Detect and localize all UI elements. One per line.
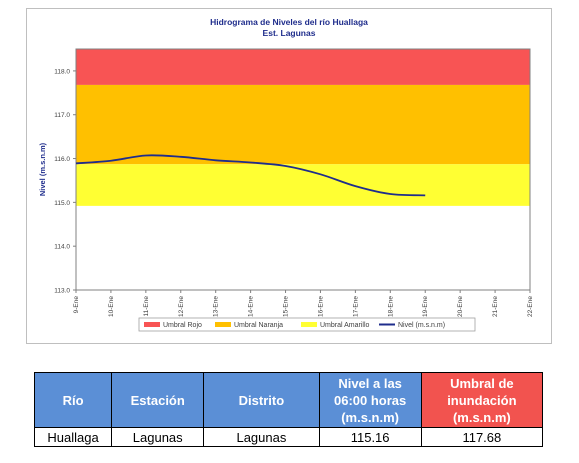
cell-estacion: Lagunas bbox=[111, 427, 205, 447]
legend-swatch bbox=[215, 322, 231, 327]
x-tick-label: 15-Ene bbox=[283, 296, 290, 317]
y-tick-label: 117.0 bbox=[54, 112, 70, 119]
table-header-row: Río Estación Distrito Nivel a las 06:00 … bbox=[33, 372, 544, 428]
y-tick-label: 116.0 bbox=[54, 156, 70, 163]
x-tick-label: 13-Ene bbox=[213, 296, 220, 317]
chart-container: Hidrograma de Niveles del río Huallaga Es… bbox=[26, 8, 552, 344]
legend-swatch bbox=[301, 322, 317, 327]
info-table: Río Estación Distrito Nivel a las 06:00 … bbox=[33, 372, 544, 447]
header-rio: Río bbox=[33, 372, 113, 428]
header-estacion: Estación bbox=[111, 372, 205, 428]
x-tick-label: 9-Ene bbox=[73, 296, 80, 314]
table-row: Huallaga Lagunas Lagunas 115.16 117.68 bbox=[33, 427, 544, 447]
x-tick-label: 10-Ene bbox=[108, 296, 115, 317]
legend-swatch bbox=[144, 322, 160, 327]
cell-rio: Huallaga bbox=[33, 427, 113, 447]
x-tick-label: 11-Ene bbox=[143, 296, 150, 317]
y-tick-label: 118.0 bbox=[54, 68, 70, 75]
legend-label: Umbral Naranja bbox=[234, 322, 283, 329]
cell-umbral: 117.68 bbox=[420, 427, 544, 447]
legend-label: Nivel (m.s.n.m) bbox=[398, 322, 445, 329]
chart-subtitle: Est. Lagunas bbox=[263, 28, 316, 38]
hydrograph-chart: Hidrograma de Niveles del río HuallagaEs… bbox=[38, 17, 534, 332]
x-tick-label: 12-Ene bbox=[178, 296, 185, 317]
chart-title: Hidrograma de Niveles del río Huallaga bbox=[210, 17, 368, 27]
x-tick-label: 14-Ene bbox=[248, 296, 255, 317]
legend-label: Umbral Amarillo bbox=[320, 322, 370, 329]
x-tick-label: 18-Ene bbox=[387, 296, 394, 317]
x-tick-label: 17-Ene bbox=[352, 296, 359, 317]
band-umbral-naranja bbox=[76, 84, 530, 165]
x-tick-label: 20-Ene bbox=[457, 296, 464, 317]
series-line-nivel bbox=[75, 154, 426, 197]
x-tick-label: 22-Ene bbox=[527, 296, 534, 317]
header-umbral: Umbral de inundación (m.s.n.m) bbox=[420, 372, 544, 428]
y-axis-label: Nivel (m.s.n.m) bbox=[38, 142, 47, 196]
cell-nivel: 115.16 bbox=[318, 427, 422, 447]
header-nivel: Nivel a las 06:00 horas (m.s.n.m) bbox=[318, 372, 422, 428]
legend-label: Umbral Rojo bbox=[163, 322, 202, 329]
y-tick-label: 114.0 bbox=[54, 244, 70, 251]
x-tick-label: 19-Ene bbox=[422, 296, 429, 317]
x-tick-label: 16-Ene bbox=[317, 296, 324, 317]
cell-distrito: Lagunas bbox=[203, 427, 320, 447]
band-umbral-amarillo bbox=[76, 164, 530, 206]
band-umbral-rojo bbox=[76, 49, 530, 85]
y-tick-label: 115.0 bbox=[54, 200, 70, 207]
plot-area-border bbox=[75, 48, 531, 291]
x-tick-label: 21-Ene bbox=[492, 296, 499, 317]
header-distrito: Distrito bbox=[203, 372, 320, 428]
y-tick-label: 113.0 bbox=[54, 288, 70, 295]
